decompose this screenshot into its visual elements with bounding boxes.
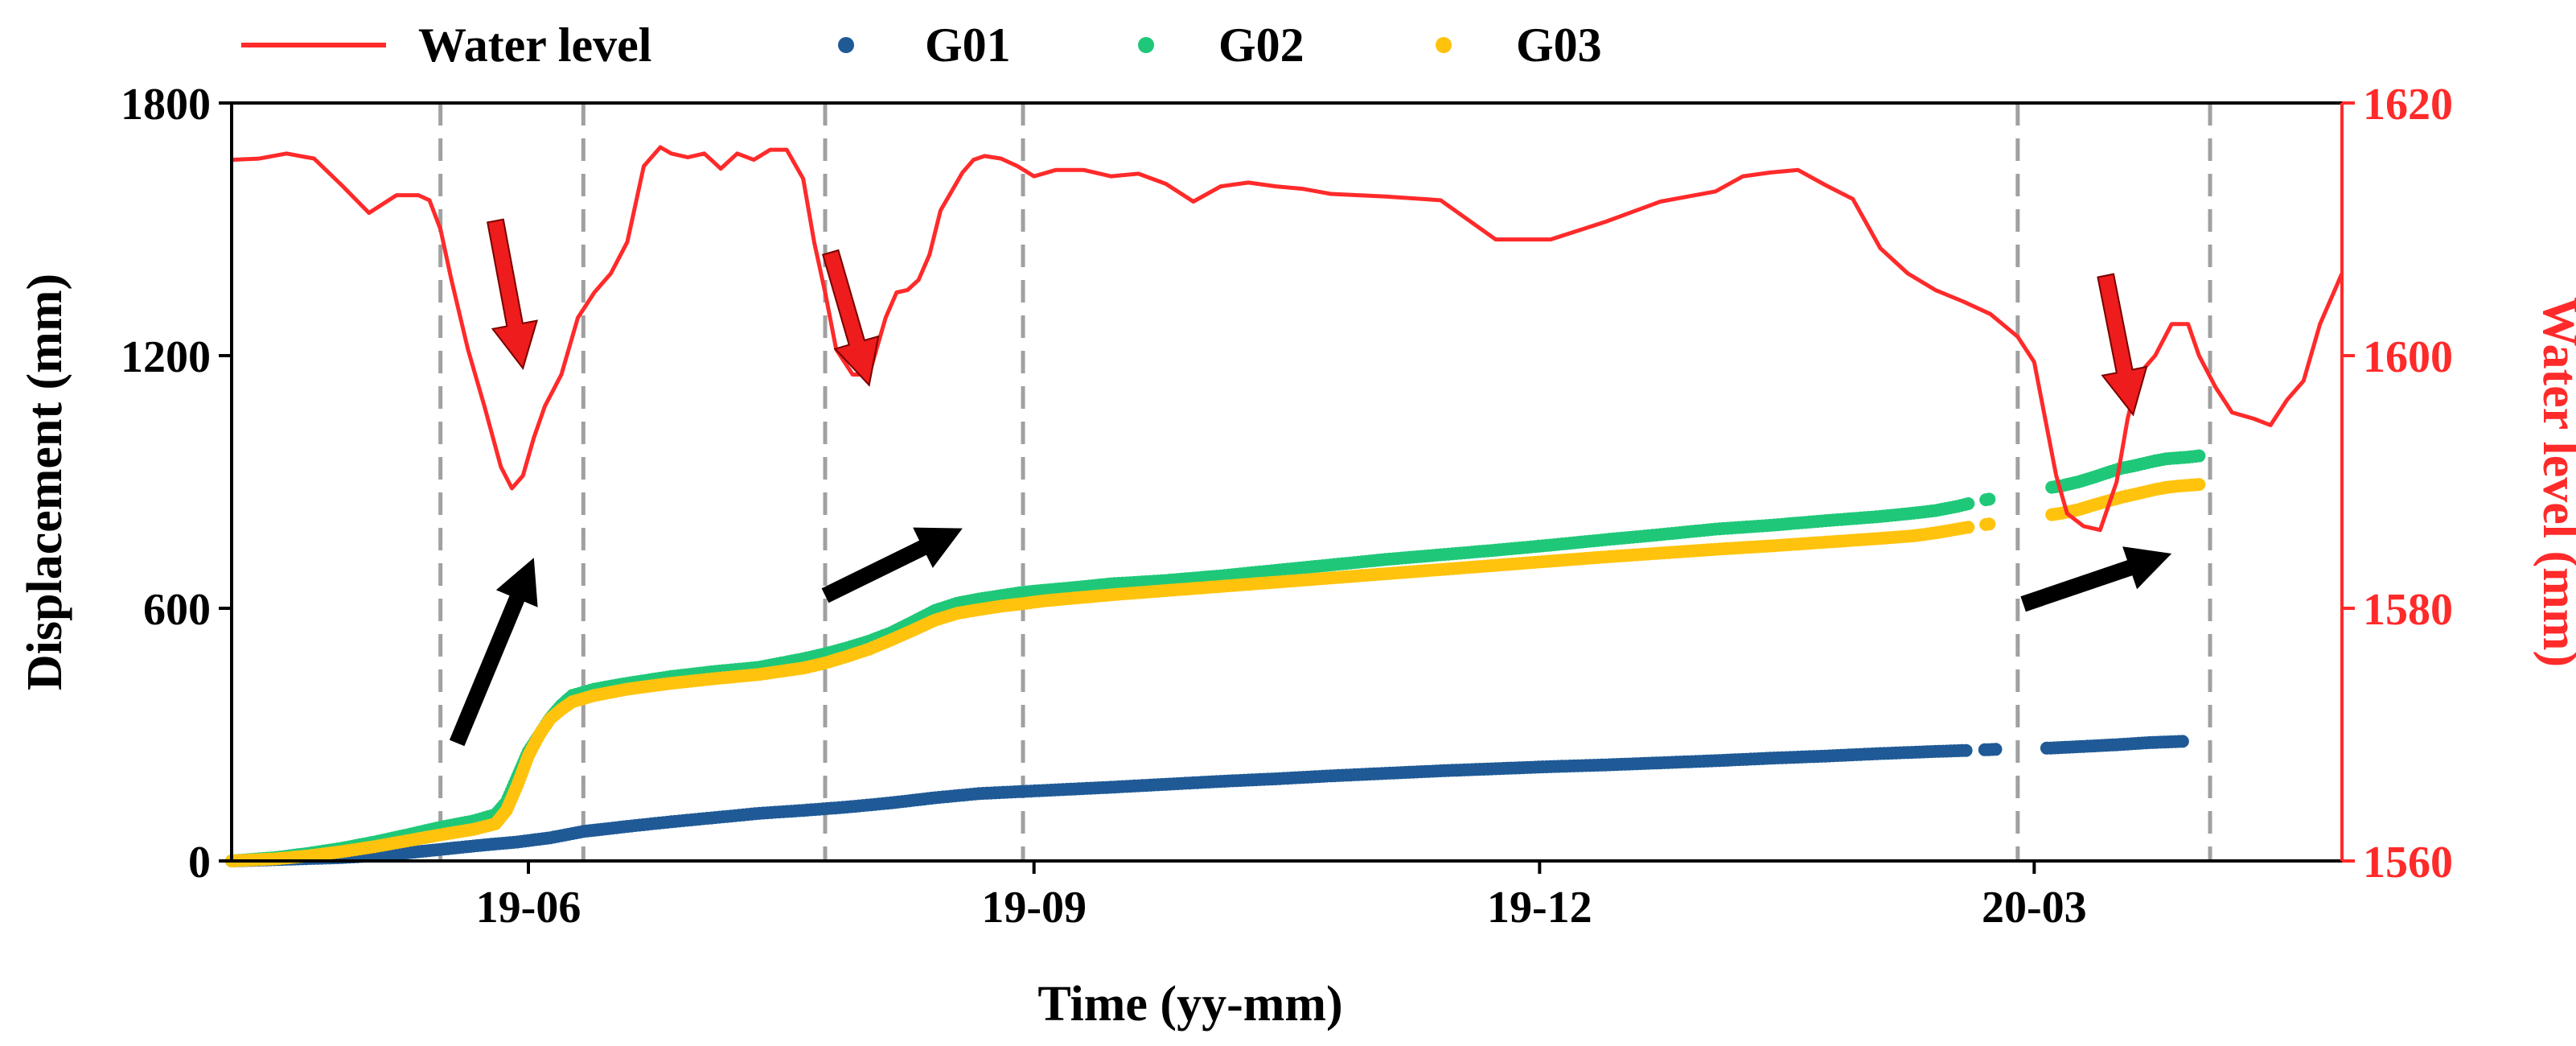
data-point	[2192, 478, 2206, 492]
data-point	[2175, 735, 2189, 748]
legend-label-g03: G03	[1516, 19, 1602, 72]
axis-ticks: 19-06 19-09 19-12 20-03 0 600 1200 1800 1560 1580…	[121, 80, 2453, 933]
y-right-tick-label: 1600	[2363, 332, 2453, 382]
displacement-trend-arrow	[821, 527, 963, 603]
y-axis-title-left: Displacement (mm)	[18, 274, 72, 690]
displacement-points	[225, 449, 2206, 867]
annotation-arrows	[449, 218, 2172, 747]
x-tick-label: 19-09	[981, 883, 1087, 933]
legend-g01-marker	[838, 37, 854, 53]
legend-g02-marker	[1138, 37, 1154, 53]
legend-label-g02: G02	[1218, 19, 1304, 72]
legend-label-g01: G01	[925, 19, 1011, 72]
x-tick-label: 19-06	[476, 883, 581, 933]
x-axis-title: Time (yy-mm)	[1037, 977, 1342, 1032]
plot-frame	[230, 101, 2344, 863]
water-drop-arrow	[821, 249, 880, 387]
legend-g03-marker	[1436, 37, 1452, 53]
data-point	[1982, 492, 1996, 506]
y-axis-title-right: Water level (mm)	[2533, 297, 2576, 667]
data-point	[1962, 497, 1975, 510]
data-point	[2192, 449, 2206, 463]
y-right-tick-label: 1580	[2363, 585, 2453, 635]
y-right-tick-label: 1560	[2363, 838, 2453, 887]
y-left-tick-label: 1800	[121, 80, 211, 130]
y-left-tick-label: 0	[188, 838, 211, 887]
legend: Water level G01 G02 G03	[241, 19, 1602, 72]
legend-label-water-level: Water level	[418, 19, 651, 72]
y-left-tick-label: 600	[143, 585, 211, 635]
series-g02	[225, 449, 2206, 867]
data-point	[1989, 743, 2003, 756]
series-g03	[225, 478, 2206, 867]
water-drop-arrow	[2097, 273, 2148, 417]
water-drop-arrow	[487, 218, 539, 370]
data-point	[1962, 521, 1975, 534]
y-left-tick-label: 1200	[121, 332, 211, 382]
x-tick-label: 20-03	[1982, 883, 2087, 933]
data-point	[1982, 517, 1996, 531]
water-level-line	[231, 145, 2344, 533]
displacement-trend-arrow	[449, 558, 538, 747]
series-g01	[225, 735, 2189, 867]
y-right-tick-label: 1620	[2363, 80, 2453, 130]
data-point	[1959, 743, 1973, 757]
x-tick-label: 19-12	[1487, 883, 1592, 933]
displacement-trend-arrow	[2020, 546, 2172, 612]
